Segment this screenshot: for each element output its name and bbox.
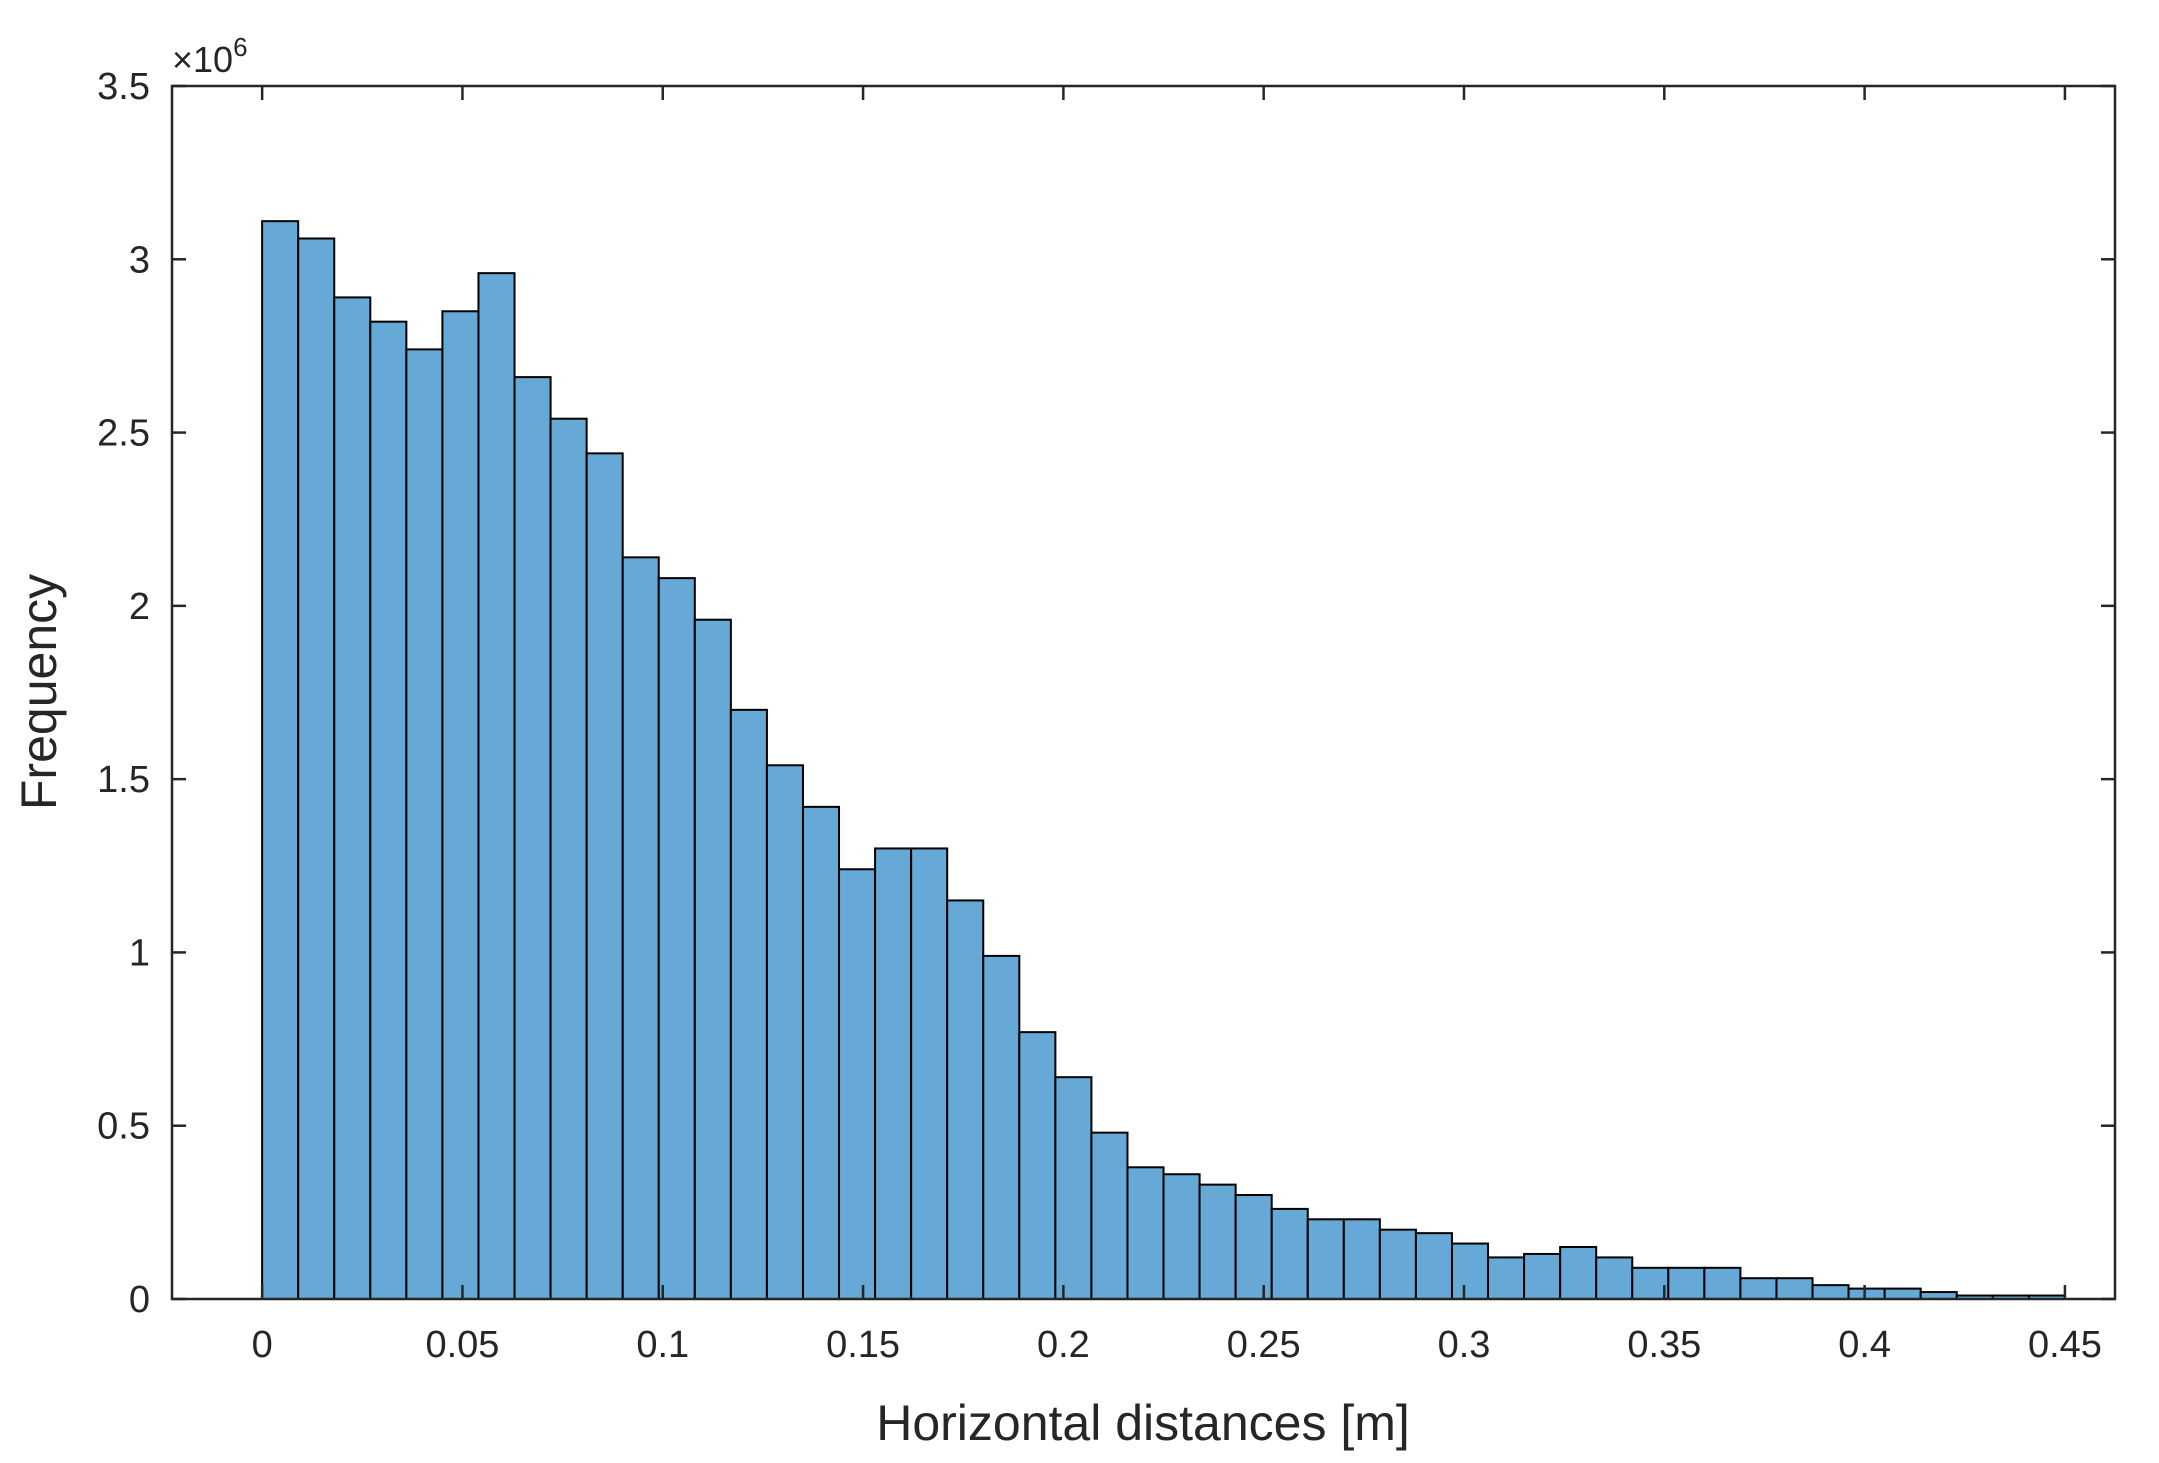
- x-tick-label: 0.15: [826, 1324, 900, 1366]
- histogram-bar: [405, 348, 444, 1300]
- y-tick-label: 0.5: [97, 1106, 150, 1148]
- histogram-bar: [477, 272, 516, 1300]
- y-exponent-label: ×106: [172, 32, 248, 80]
- histogram-bar: [1090, 1131, 1129, 1301]
- y-tick-label: 3.5: [97, 66, 150, 108]
- histogram-bar: [369, 320, 408, 1300]
- y-tick-label: 0: [129, 1279, 150, 1321]
- y-tick-label: 2.5: [97, 413, 150, 455]
- histogram-bar: [1450, 1242, 1490, 1301]
- histogram-bar: [1126, 1166, 1165, 1300]
- histogram-bar: [585, 452, 624, 1300]
- histogram-bar: [441, 310, 480, 1300]
- histogram-bar: [1487, 1256, 1526, 1300]
- x-tick-label: 0: [252, 1324, 273, 1366]
- x-axis-label: Horizontal distances [m]: [876, 1395, 1410, 1451]
- histogram-bar: [1631, 1266, 1670, 1301]
- histogram-bar: [693, 618, 732, 1300]
- histogram-bar: [801, 805, 841, 1301]
- histogram-bar: [1595, 1256, 1634, 1300]
- x-tick-label: 0.05: [425, 1324, 499, 1366]
- histogram-bar: [1342, 1218, 1381, 1300]
- x-axis-ticks: 0 0.05 0.1 0.15 0.2 0.25 0.3 0.35 0.4 0.45: [252, 86, 2102, 1366]
- histogram-bar: [1018, 1031, 1057, 1300]
- histogram-bar: [1847, 1287, 1886, 1301]
- histogram-bar: [1667, 1266, 1706, 1301]
- y-tick-label: 2: [129, 586, 150, 628]
- x-tick-label: 0.4: [1838, 1324, 1891, 1366]
- histogram-bar: [1054, 1076, 1093, 1301]
- histogram-bar: [1234, 1194, 1273, 1300]
- histogram-bar: [765, 764, 804, 1300]
- plot-area-border: [170, 84, 2117, 1301]
- x-tick-label: 0.35: [1627, 1324, 1701, 1366]
- histogram-bar: [729, 708, 768, 1300]
- x-tick-label: 0.2: [1037, 1324, 1090, 1366]
- histogram-bar: [1523, 1252, 1562, 1300]
- histogram-bar: [657, 577, 696, 1300]
- histogram-bar: [297, 237, 336, 1300]
- histogram-bar: [1739, 1277, 1778, 1300]
- y-axis-ticks: 0 0.5 1 1.5 2 2.5 3 3.5: [97, 66, 2115, 1321]
- x-tick-label: 0.25: [1227, 1324, 1301, 1366]
- histogram-bar: [513, 376, 552, 1300]
- histogram-bar: [838, 868, 877, 1300]
- histogram-bar: [874, 847, 913, 1300]
- histogram-bar: [333, 296, 372, 1300]
- histogram-bar: [910, 847, 949, 1300]
- histogram-bar: [261, 220, 300, 1301]
- histogram-bar: [621, 556, 660, 1300]
- x-tick-label: 0.3: [1438, 1324, 1491, 1366]
- histogram-bar: [1270, 1207, 1309, 1301]
- histogram-bar: [1883, 1287, 1922, 1301]
- histogram-bar: [1162, 1173, 1201, 1300]
- histogram-bars: [261, 220, 2066, 1301]
- histogram-bar: [549, 417, 588, 1300]
- y-tick-label: 1.5: [97, 759, 150, 801]
- histogram-bar: [1811, 1284, 1850, 1300]
- histogram-bar: [982, 954, 1021, 1300]
- histogram-bar: [946, 899, 985, 1300]
- histogram-bar: [1414, 1232, 1453, 1301]
- histogram-bar: [1559, 1246, 1598, 1300]
- histogram-bar: [1198, 1183, 1237, 1301]
- histogram-bar: [1306, 1218, 1345, 1300]
- y-axis-label: Frequency: [11, 574, 67, 810]
- histogram-bar: [1703, 1266, 1742, 1301]
- y-tick-label: 3: [129, 239, 150, 281]
- x-tick-label: 0.1: [636, 1324, 689, 1366]
- y-tick-label: 1: [129, 932, 150, 974]
- histogram-bar: [1775, 1277, 1814, 1300]
- x-tick-label: 0.45: [2028, 1324, 2102, 1366]
- histogram-bar: [1378, 1228, 1417, 1300]
